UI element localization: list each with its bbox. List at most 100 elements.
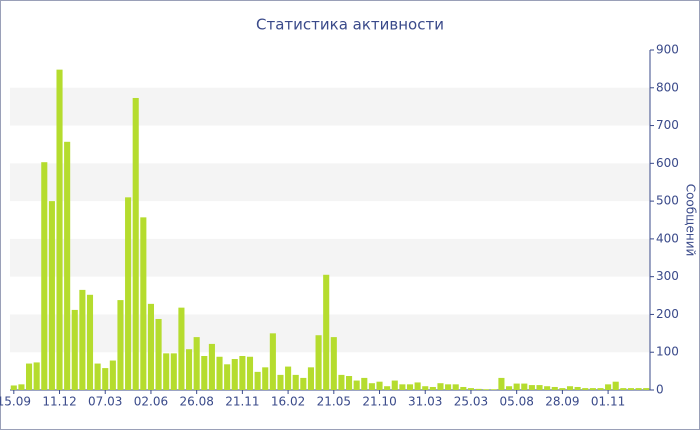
bar	[536, 385, 543, 390]
bar	[277, 374, 284, 390]
bar	[94, 363, 101, 390]
x-tick-label: 11.12	[42, 395, 76, 409]
bar	[186, 349, 193, 390]
x-tick-label: 07.03	[88, 395, 122, 409]
y-tick-label: 700	[656, 118, 679, 132]
bar	[239, 356, 246, 390]
bar	[41, 162, 48, 390]
bar	[163, 353, 170, 390]
grid-band	[10, 238, 650, 277]
x-tick-label: 02.06	[134, 395, 168, 409]
chart-title: Статистика активности	[256, 16, 444, 34]
x-tick-label: 16.02	[271, 395, 305, 409]
bar	[178, 307, 185, 390]
bar	[323, 274, 330, 390]
x-tick-label: 25.03	[454, 395, 488, 409]
bar	[132, 97, 139, 390]
bar	[216, 356, 223, 390]
bar	[589, 388, 596, 390]
bar	[399, 384, 406, 390]
bar	[208, 343, 215, 390]
bar	[521, 383, 528, 390]
bar	[483, 389, 490, 390]
bar	[422, 386, 429, 390]
bar	[376, 381, 383, 390]
bar	[597, 388, 604, 390]
bar	[612, 381, 619, 390]
grid-band	[10, 87, 650, 126]
bar	[33, 362, 40, 390]
y-tick-label: 600	[656, 156, 679, 170]
bar	[620, 388, 627, 390]
bar	[467, 388, 474, 390]
bar	[368, 383, 375, 390]
bar	[231, 359, 238, 390]
bar	[551, 386, 558, 390]
bar	[125, 197, 132, 390]
bar	[574, 386, 581, 390]
bar	[269, 333, 276, 390]
bar	[346, 376, 353, 390]
bar	[86, 294, 94, 390]
x-tick-label: 21.11	[225, 395, 259, 409]
bar	[559, 388, 566, 390]
bar	[627, 388, 634, 390]
bar	[56, 69, 63, 391]
x-tick-label: 21.10	[362, 395, 396, 409]
y-tick-label: 500	[656, 194, 679, 208]
bar	[353, 380, 360, 390]
bar	[406, 384, 414, 390]
bar	[452, 384, 459, 390]
bar	[605, 384, 612, 390]
bar	[506, 386, 513, 390]
y-axis-title: Сообщений	[684, 184, 698, 257]
x-tick-label: 21.05	[317, 395, 351, 409]
bar	[307, 367, 314, 390]
bar	[338, 374, 345, 390]
bar	[315, 335, 322, 390]
bar	[246, 356, 254, 390]
bar	[18, 384, 25, 390]
x-tick-label: 28.09	[545, 395, 579, 409]
bar	[201, 356, 208, 390]
bar	[361, 377, 368, 390]
bar	[48, 201, 55, 390]
bar	[437, 383, 444, 390]
bar	[391, 380, 398, 390]
x-tick-label: 05.08	[499, 395, 533, 409]
bar	[262, 367, 269, 390]
bar	[71, 309, 78, 390]
y-tick-label: 0	[656, 383, 664, 397]
bar	[445, 384, 452, 390]
y-tick-label: 800	[656, 80, 679, 94]
bar	[384, 386, 391, 390]
x-tick-label: 15.09	[0, 395, 31, 409]
bar	[140, 217, 147, 390]
y-tick-label: 200	[656, 307, 679, 321]
bar	[292, 374, 299, 390]
bar	[117, 300, 124, 390]
bar	[10, 385, 17, 390]
y-tick-label: 100	[656, 345, 679, 359]
bar	[414, 382, 421, 390]
bands	[10, 87, 650, 353]
bar	[170, 353, 177, 390]
bar	[429, 386, 436, 390]
y-tick-label: 300	[656, 269, 679, 283]
bar	[544, 386, 551, 390]
bar	[300, 377, 307, 390]
bar	[224, 364, 231, 390]
bar	[26, 363, 33, 390]
bar	[475, 388, 482, 390]
x-tick-label: 26.08	[179, 395, 213, 409]
bar	[254, 371, 261, 390]
x-tick-label: 01.11	[591, 395, 625, 409]
bar	[147, 303, 154, 390]
bar	[330, 337, 337, 390]
grid-band	[10, 163, 650, 202]
bar	[643, 388, 650, 390]
bar	[513, 383, 520, 390]
bar	[566, 386, 574, 390]
